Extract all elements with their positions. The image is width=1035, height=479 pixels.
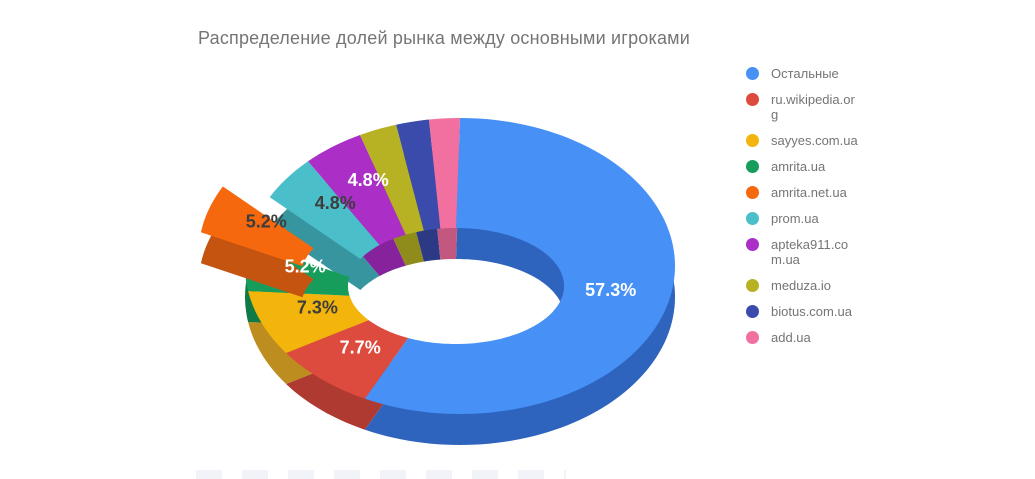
legend-swatch bbox=[746, 160, 759, 173]
legend-item-meduza.io[interactable]: meduza.io bbox=[746, 278, 931, 293]
pie-slice-sayyes.com.ua[interactable] bbox=[248, 291, 369, 353]
slice-value-label-prom.ua: 4.8% bbox=[315, 193, 356, 213]
slice-value-label-ru.wikipedia.org: 7.7% bbox=[340, 338, 381, 358]
legend-item-sayyes.com.ua[interactable]: sayyes.com.ua bbox=[746, 133, 931, 148]
legend-label: meduza.io bbox=[771, 278, 831, 293]
legend-item-biotus.com.ua[interactable]: biotus.com.ua bbox=[746, 304, 931, 319]
legend-swatch bbox=[746, 93, 759, 106]
slice-value-label-sayyes.com.ua: 7.3% bbox=[297, 297, 338, 317]
legend-swatch bbox=[746, 331, 759, 344]
legend-item-amrita.net.ua[interactable]: amrita.net.ua bbox=[746, 185, 931, 200]
slice-value-label-amrita.net.ua: 5.2% bbox=[246, 212, 287, 232]
legend-swatch bbox=[746, 238, 759, 251]
legend-item-add.ua[interactable]: add.ua bbox=[746, 330, 931, 345]
legend-label: ru.wikipedia.or g bbox=[771, 92, 855, 122]
legend-item-prom.ua[interactable]: prom.ua bbox=[746, 211, 931, 226]
legend-label: sayyes.com.ua bbox=[771, 133, 858, 148]
pie-slice-ru.wikipedia.org[interactable] bbox=[286, 320, 409, 399]
legend-swatch bbox=[746, 279, 759, 292]
pie-slice-prom.ua[interactable] bbox=[269, 161, 380, 259]
slice-value-label-amrita.ua: 5.2% bbox=[285, 257, 326, 277]
chart-legend: Остальные ru.wikipedia.or g sayyes.com.ua a… bbox=[746, 66, 931, 356]
legend-label: apteka911.co m.ua bbox=[771, 237, 849, 267]
pie-slice-meduza.io[interactable] bbox=[360, 124, 424, 235]
legend-swatch bbox=[746, 134, 759, 147]
legend-label: biotus.com.ua bbox=[771, 304, 852, 319]
legend-swatch bbox=[746, 186, 759, 199]
legend-item-ru.wikipedia.org[interactable]: ru.wikipedia.or g bbox=[746, 92, 931, 122]
legend-label: prom.ua bbox=[771, 211, 819, 226]
legend-item-amrita.ua[interactable]: amrita.ua bbox=[746, 159, 931, 174]
legend-item-Остальные[interactable]: Остальные bbox=[746, 66, 931, 81]
pie-slice-amrita.net.ua[interactable] bbox=[200, 186, 314, 267]
pie-slice-add.ua[interactable] bbox=[429, 118, 460, 229]
legend-label: amrita.ua bbox=[771, 159, 826, 174]
legend-swatch bbox=[746, 305, 759, 318]
legend-swatch bbox=[746, 67, 759, 80]
legend-label: add.ua bbox=[771, 330, 811, 345]
pie-slice-side-prom.ua bbox=[269, 192, 380, 290]
chart-title: Распределение долей рынка между основным… bbox=[198, 28, 691, 48]
pie-slice-apteka911.com.ua[interactable] bbox=[308, 135, 406, 245]
legend-item-apteka911.com.ua[interactable]: apteka911.co m.ua bbox=[746, 237, 931, 267]
slice-value-label-apteka911.com.ua: 4.8% bbox=[348, 170, 389, 190]
cropped-text-fragment bbox=[196, 470, 566, 479]
legend-label: Остальные bbox=[771, 66, 839, 81]
pie-slice-biotus.com.ua[interactable] bbox=[396, 119, 441, 231]
legend-label: amrita.net.ua bbox=[771, 185, 847, 200]
legend-swatch bbox=[746, 212, 759, 225]
pie-slice-Остальные[interactable] bbox=[364, 118, 675, 414]
slice-value-label-Остальные: 57.3% bbox=[585, 280, 636, 300]
